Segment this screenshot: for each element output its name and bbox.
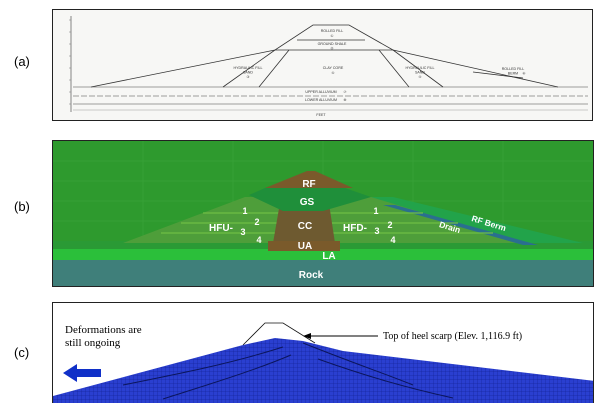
original-dam-section-drawing: ROLLED FILL ① GROUND SHALE ② HYDRAULIC F… — [53, 10, 592, 120]
zone-rf — [265, 171, 353, 188]
zone-label-la: LA — [322, 251, 335, 262]
zone-gs — [249, 188, 371, 211]
zone-label-hfd: HFD- — [343, 223, 367, 234]
label-hydraulic-fill-down: HYDRAULIC FILL — [406, 66, 435, 70]
label-crest-marker: ① — [330, 34, 334, 38]
zone-label-hfu: HFU- — [209, 223, 233, 234]
zone-label-u2: 2 — [254, 217, 259, 227]
zone-label-u4: 4 — [256, 235, 261, 245]
zone-label-ua: UA — [298, 241, 312, 252]
label-hydraulic-fill-up-2: SAND — [243, 71, 253, 75]
panel-a-label: (a) — [14, 54, 30, 69]
label-ground-shale-marker: ② — [330, 47, 334, 51]
label-ground-shale: GROUND SHALE — [318, 42, 347, 46]
label-lower-alluvium: LOWER ALLUVIUM — [305, 98, 337, 102]
label-rolled-fill-berm-2: BERM — [508, 72, 518, 76]
label-feet: FEET — [316, 113, 326, 117]
label-hydraulic-fill-down-2: SAND — [415, 71, 425, 75]
zone-ua — [268, 241, 340, 251]
panel-c-frame: Deformations are still ongoing Top of he… — [52, 302, 594, 403]
label-berm-marker: ⑥ — [522, 72, 526, 76]
label-upper-alluvium: UPPER ALLUVIUM — [305, 90, 336, 94]
numerical-model-zones: RF GS CC UA LA Rock HFU- HFD- 1 2 3 4 1 … — [53, 141, 593, 286]
label-rolled-fill-crest: ROLLED FILL — [321, 29, 344, 33]
zone-hfu — [123, 197, 281, 243]
zone-label-gs: GS — [300, 197, 315, 208]
label-hydraulic-fill-up: HYDRAULIC FILL — [234, 66, 263, 70]
zone-la — [53, 249, 593, 260]
zone-rock — [53, 260, 593, 286]
label-rolled-fill-berm: ROLLED FILL — [502, 67, 525, 71]
mesh-body — [53, 338, 593, 403]
deformation-note-line1: Deformations are — [65, 324, 142, 336]
deformed-mesh: Deformations are still ongoing Top of he… — [53, 303, 593, 403]
label-upper-alluvium-marker: ⑦ — [343, 90, 347, 94]
label-clay-core-marker: ⑤ — [331, 71, 335, 75]
zone-rf-berm — [371, 197, 583, 243]
zone-label-d1: 1 — [373, 206, 378, 216]
zone-hfd — [328, 197, 523, 243]
panel-b-label: (b) — [14, 199, 30, 214]
zone-label-u3: 3 — [240, 227, 245, 237]
zone-label-rock: Rock — [299, 270, 324, 281]
label-clay-core: CLAY CORE — [323, 66, 344, 70]
scarp-note: Top of heel scarp (Elev. 1,116.9 ft) — [383, 331, 522, 342]
zone-label-rf: RF — [302, 179, 315, 190]
zone-label-cc: CC — [298, 221, 312, 232]
label-hyd-down-marker: ④ — [418, 75, 422, 79]
panel-b-frame: RF GS CC UA LA Rock HFU- HFD- 1 2 3 4 1 … — [52, 140, 594, 287]
zone-label-d4: 4 — [390, 235, 395, 245]
zone-label-d3: 3 — [374, 226, 379, 236]
scarp-pointer-arrow-icon — [303, 333, 311, 339]
zone-label-d2: 2 — [387, 220, 392, 230]
deformation-note-line2: still ongoing — [65, 337, 121, 349]
zone-label-u1: 1 — [242, 206, 247, 216]
panel-a-frame: ROLLED FILL ① GROUND SHALE ② HYDRAULIC F… — [52, 9, 593, 121]
dam-outline — [90, 24, 559, 88]
label-lower-alluvium-marker: ⑧ — [343, 98, 347, 102]
zone-drain — [383, 205, 538, 245]
label-hyd-up-marker: ③ — [246, 75, 250, 79]
panel-c-label: (c) — [14, 345, 30, 360]
deformation-arrow-icon — [63, 364, 101, 382]
